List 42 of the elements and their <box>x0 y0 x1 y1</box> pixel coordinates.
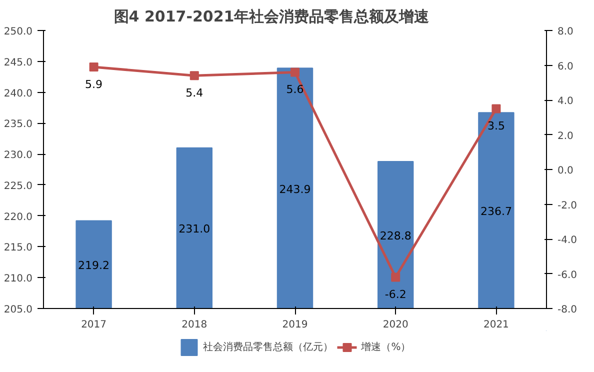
y-tick-label: 225.0 <box>4 180 33 192</box>
y2-tick-label: -8.0 <box>558 304 578 316</box>
data-label: 5.4 <box>186 86 204 100</box>
point <box>492 104 501 114</box>
y-tick-label: 205.0 <box>4 304 33 316</box>
y-tick-label: 250.0 <box>4 26 33 38</box>
data-label: 5.9 <box>85 78 103 91</box>
data-label: 243.9 <box>279 182 311 196</box>
y-tick-label: 240.0 <box>4 88 33 100</box>
x-tick-label: 2018 <box>182 320 208 330</box>
y2-tick-label: 0.0 <box>558 166 574 176</box>
x-tick-label: 2021 <box>483 320 509 330</box>
y2-tick-label: 6.0 <box>558 61 574 72</box>
point <box>89 62 98 72</box>
legend-label: 增速（%） <box>361 340 411 354</box>
data-label: 236.7 <box>480 205 512 218</box>
y-tick-label: 210.0 <box>4 274 33 285</box>
point <box>391 272 400 282</box>
y-tick-label: 245.0 <box>4 57 33 68</box>
point <box>290 68 300 77</box>
y2-tick-label: -4.0 <box>558 235 578 246</box>
y2-tick-label: -2.0 <box>558 200 578 212</box>
y-tick-label: 215.0 <box>4 242 33 254</box>
data-label: 3.5 <box>487 120 505 133</box>
data-label: 219.2 <box>78 259 110 272</box>
data-label: 231.0 <box>178 222 210 236</box>
chart-title: 图4 2017-2021年社会消费品零售总额及增速 <box>114 8 430 26</box>
y2-tick-label: 8.0 <box>558 26 574 38</box>
y2-tick-label: 4.0 <box>558 96 574 107</box>
data-label: -6.2 <box>384 288 406 302</box>
x-tick-label: 2020 <box>382 320 408 330</box>
y2-tick-label: -6.0 <box>558 270 578 281</box>
x-tick-label: 2017 <box>81 320 107 330</box>
data-label: 5.6 <box>286 83 304 96</box>
data-label: 228.8 <box>380 229 412 242</box>
y-tick-label: 230.0 <box>4 150 33 162</box>
legend-label: 社会消费品零售总额（亿元） <box>203 340 334 354</box>
y-tick-label: 235.0 <box>4 119 33 130</box>
x-tick-label: 2019 <box>282 320 308 330</box>
point <box>190 71 199 80</box>
y-tick-label: 220.0 <box>4 212 33 223</box>
y2-tick-label: 2.0 <box>558 130 574 142</box>
